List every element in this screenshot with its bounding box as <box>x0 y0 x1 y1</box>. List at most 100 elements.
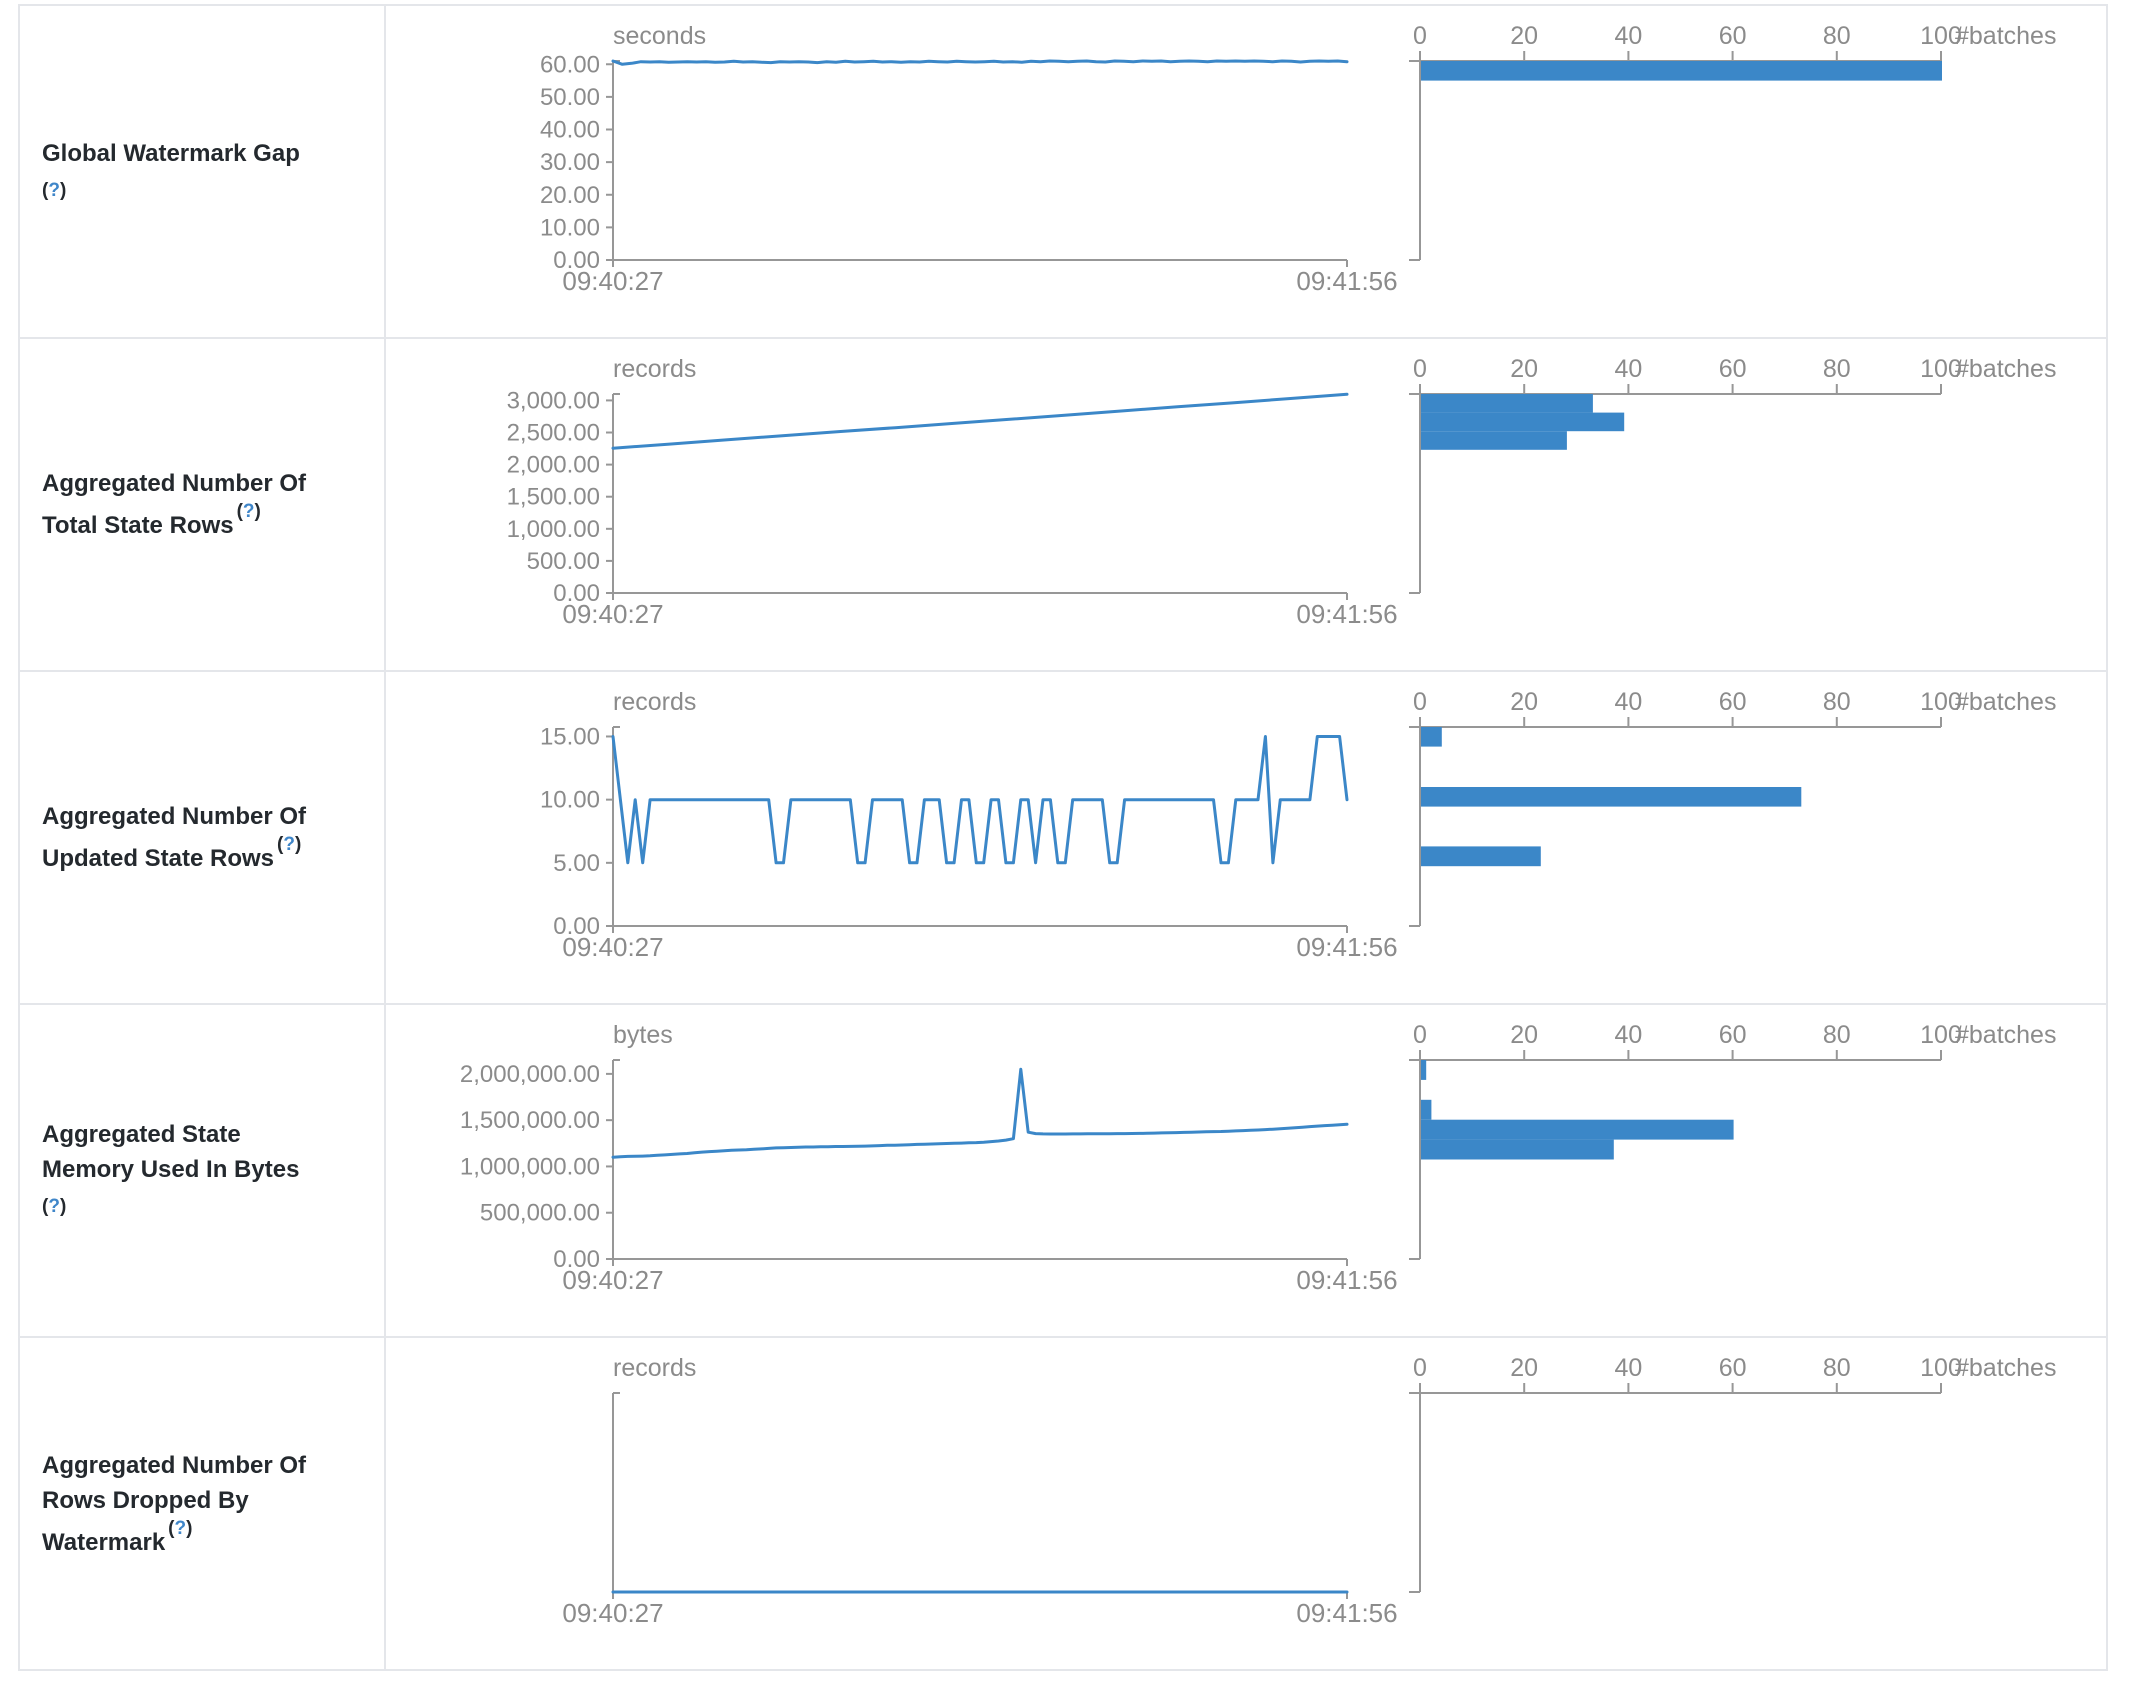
y-axis-tick-label: 40.00 <box>540 117 600 144</box>
histogram-axis-tick-label: 0 <box>1413 1354 1427 1382</box>
help-paren-open: ( <box>236 501 243 522</box>
histogram-axis-tick-label: 0 <box>1413 1021 1427 1049</box>
metric-row: Aggregated State Memory Used In Bytes (?) … <box>20 1005 2106 1338</box>
help-tooltip-link[interactable]: ? <box>48 1196 60 1217</box>
metric-label-line: Aggregated State <box>42 1121 241 1148</box>
help-marker: (?) <box>42 1196 66 1217</box>
help-tooltip-link[interactable]: ? <box>283 834 295 855</box>
histogram-axis-tick-label: 40 <box>1614 22 1642 50</box>
histogram-axis-tick-label: 80 <box>1823 688 1851 716</box>
metric-label-cell: Global Watermark Gap (?) <box>20 6 386 337</box>
x-axis-start-label: 09:40:27 <box>562 599 663 629</box>
x-axis-end-label: 09:41:56 <box>1296 599 1397 629</box>
histogram-axis-tick-label: 40 <box>1614 1354 1642 1382</box>
histogram-axis-tick-label: 40 <box>1614 355 1642 383</box>
help-paren-close: ) <box>254 501 261 522</box>
histogram-bar <box>1421 787 1802 807</box>
y-axis-tick-label: 0.00 <box>553 580 600 607</box>
histogram-axis-tick-label: 100 <box>1920 688 1962 716</box>
y-axis-tick-label: 60.00 <box>540 51 600 78</box>
histogram-axis-tick-label: 100 <box>1920 22 1962 50</box>
histogram-axis-tick-label: 20 <box>1510 355 1538 383</box>
help-tooltip-link[interactable]: ? <box>48 179 60 201</box>
batches-axis-label: #batches <box>1955 1021 2056 1049</box>
metric-label-cell: Aggregated State Memory Used In Bytes (?) <box>20 1005 386 1336</box>
metric-label-line: Watermark(?) <box>42 1517 193 1556</box>
histogram-axis-tick-label: 20 <box>1510 22 1538 50</box>
help-tooltip-link[interactable]: ? <box>174 1517 187 1539</box>
help-paren-open: ( <box>168 1517 175 1539</box>
histogram-bar <box>1421 61 1942 81</box>
y-axis-tick-label: 1,500.00 <box>507 484 600 511</box>
y-axis-tick-label: 1,000.00 <box>507 516 600 543</box>
y-axis-tick-label: 20.00 <box>540 182 600 209</box>
batches-axis-label: #batches <box>1955 22 2056 50</box>
line-series <box>611 59 1349 66</box>
metric-charts-svg: records 0.00 500.00 1,000.00 1,500.00 2,000.0… <box>507 355 2057 629</box>
help-tooltip-link[interactable]: ? <box>242 501 255 522</box>
metric-label-cell: Aggregated Number Of Updated State Rows(?… <box>20 672 386 1003</box>
histogram-axis-tick-label: 100 <box>1920 1021 1962 1049</box>
y-axis-tick-label: 1,000,000.00 <box>460 1153 600 1180</box>
batches-axis-label: #batches <box>1955 1354 2056 1382</box>
unit-label: bytes <box>613 1021 673 1049</box>
unit-label: records <box>613 355 696 383</box>
y-axis-tick-label: 30.00 <box>540 149 600 176</box>
help-marker: (?) <box>277 834 301 855</box>
line-series <box>611 392 1349 450</box>
y-axis-tick-label: 2,000.00 <box>507 452 600 479</box>
y-axis-tick-label: 10.00 <box>540 214 600 241</box>
histogram-bar <box>1421 394 1593 413</box>
x-axis-end-label: 09:41:56 <box>1296 1265 1397 1295</box>
metric-label-line: Memory Used In Bytes <box>42 1156 300 1183</box>
y-axis-tick-label: 0.00 <box>553 913 600 940</box>
y-axis-tick-label: 500,000.00 <box>480 1200 600 1227</box>
histogram-axis-tick-label: 60 <box>1719 22 1747 50</box>
histogram-bar <box>1421 727 1442 747</box>
histogram-bar <box>1421 1119 1734 1140</box>
metric-label-line: Aggregated Number Of <box>42 470 307 497</box>
histogram-axis-tick-label: 80 <box>1823 1354 1851 1382</box>
line-series <box>611 1067 1349 1159</box>
watermark-state-metrics-table: Global Watermark Gap (?) seconds 0.00 10.00… <box>18 4 2108 1671</box>
help-paren-open: ( <box>277 834 284 855</box>
metric-chart-cell: bytes 0.00 500,000.00 1,000,000.00 1,500,000… <box>386 1005 2106 1336</box>
histogram-axis-tick-label: 80 <box>1823 1021 1851 1049</box>
y-axis-tick-label: 1,500,000.00 <box>460 1107 600 1134</box>
unit-label: records <box>613 688 696 716</box>
histogram-axis-tick-label: 100 <box>1920 355 1962 383</box>
x-axis-start-label: 09:40:27 <box>562 266 663 296</box>
x-axis-end-label: 09:41:56 <box>1296 1598 1397 1628</box>
y-axis-tick-label: 2,000,000.00 <box>460 1061 600 1088</box>
histogram-axis-tick-label: 60 <box>1719 1354 1747 1382</box>
y-axis-tick-label: 5.00 <box>553 850 600 877</box>
help-marker: (?) <box>42 180 66 201</box>
metric-label-line: Updated State Rows(?) <box>42 834 302 872</box>
metric-row: Aggregated Number Of Rows Dropped By Water… <box>20 1338 2106 1669</box>
metric-label-line: Rows Dropped By <box>42 1486 249 1514</box>
help-marker: (?) <box>168 1518 192 1539</box>
histogram-axis-tick-label: 60 <box>1719 1021 1747 1049</box>
help-paren-close: ) <box>294 834 302 855</box>
x-axis-end-label: 09:41:56 <box>1296 932 1397 962</box>
histogram-axis-tick-label: 0 <box>1413 688 1427 716</box>
help-paren-close: ) <box>186 1517 193 1539</box>
metric-label-cell: Aggregated Number Of Rows Dropped By Water… <box>20 1338 386 1669</box>
line-series <box>611 735 1349 865</box>
metric-label-line: Total State Rows(?) <box>42 501 261 539</box>
y-axis-tick-label: 0.00 <box>553 1246 600 1273</box>
histogram-bar <box>1421 431 1567 450</box>
histogram-axis-tick-label: 80 <box>1823 22 1851 50</box>
y-axis-tick-label: 15.00 <box>540 723 600 750</box>
metric-label-line: Aggregated Number Of <box>42 803 307 830</box>
y-axis-tick-label: 500.00 <box>527 548 600 575</box>
histogram-axis-tick-label: 60 <box>1719 355 1747 383</box>
metric-row: Aggregated Number Of Total State Rows(?) … <box>20 339 2106 672</box>
histogram-axis-tick-label: 60 <box>1719 688 1747 716</box>
y-axis-tick-label: 0.00 <box>553 247 600 274</box>
unit-label: records <box>613 1354 696 1382</box>
metric-charts-svg: seconds 0.00 10.00 20.00 30.00 40.00 50.00 60.0… <box>540 22 2057 296</box>
metric-chart-cell: records 0.00 500.00 1,000.00 1,500.00 2,000.0… <box>386 339 2106 670</box>
histogram-bar <box>1421 412 1625 432</box>
